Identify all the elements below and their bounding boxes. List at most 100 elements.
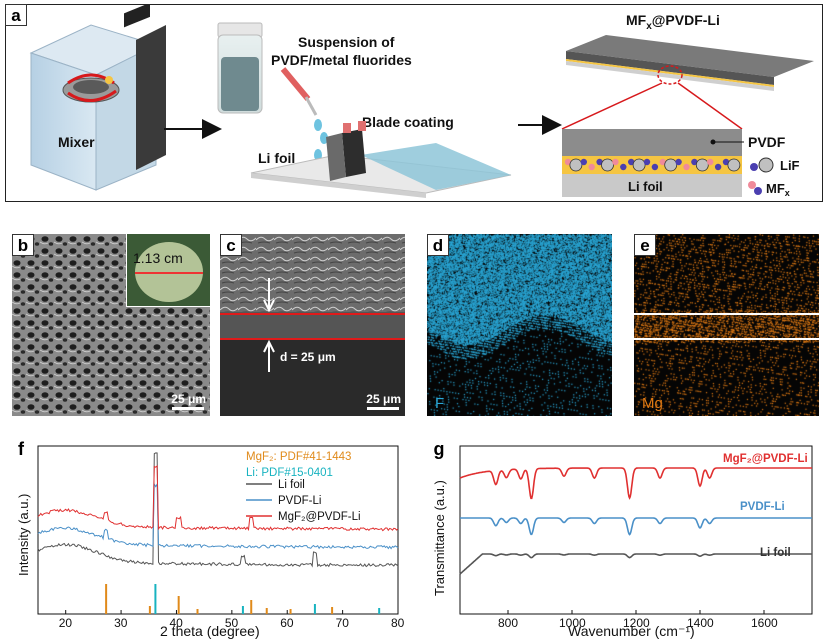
xrd-legend-label: Li foil (278, 479, 305, 491)
lif-particle (695, 158, 709, 172)
xrd-ylabel: Intensity (a.u.) (16, 494, 31, 576)
xrd-tick-label: 40 (169, 616, 183, 630)
diameter-line (135, 272, 203, 274)
ftir-series-line (459, 553, 812, 575)
panel-f: f 20 30 40 50 60 70 80 Intensity (a.u.) 2 thet… (0, 436, 410, 639)
ftir-tick-label: 1200 (623, 616, 650, 630)
mfx-particle (643, 158, 651, 166)
suspension-label-2: PVDF/metal fluorides (271, 52, 412, 68)
ftir-xlabel: Wavenumber (cm⁻¹) (568, 623, 695, 639)
sem-cross-section-image (220, 234, 405, 416)
panel-a: a Mixer (5, 4, 823, 202)
xrd-plot-frame (37, 445, 399, 615)
mfx-particle (612, 158, 619, 166)
inset-photo: 1.13 cm (126, 234, 210, 307)
panel-c-scalebar-line (367, 407, 399, 410)
panel-c: d = 25 μm c 25 μm (220, 234, 405, 416)
legend-lif-small (750, 163, 758, 171)
legend-lif: LiF (780, 158, 800, 173)
mfx-particle (628, 158, 635, 166)
xrd-tick-label: 50 (225, 616, 239, 630)
legend-mfx-b (754, 187, 762, 195)
f-element-map (427, 234, 612, 416)
ftir-series-line (459, 467, 812, 500)
mfx-particle (714, 163, 722, 171)
xrd-chart: 20 30 40 50 60 70 80 Intensity (a.u.) 2 theta … (16, 445, 405, 639)
ftir-series-line (460, 517, 812, 536)
element-label-f: F (435, 395, 445, 412)
mfx-particle (675, 158, 682, 166)
ftir-tick-label: 1400 (687, 616, 714, 630)
ftir-tick-label: 1000 (559, 616, 586, 630)
mfx-particle (683, 163, 690, 171)
xrd-tick-label: 30 (114, 616, 128, 630)
dropper-illustration (280, 67, 328, 161)
ftir-plot-frame (459, 445, 813, 615)
xrd-tick-label: 60 (280, 616, 294, 630)
mfx-particle (707, 158, 714, 166)
panel-g-label: g (428, 438, 450, 460)
mg-element-map (634, 234, 819, 416)
mfx-particle (564, 158, 572, 166)
ftir-series-label: PVDF-Li (740, 501, 785, 513)
panel-a-label: a (5, 4, 27, 26)
blade-coating-illustration (250, 121, 512, 198)
lif-particle (632, 158, 646, 172)
panel-d: d F (427, 234, 612, 416)
ftir-tick-label: 800 (498, 616, 518, 630)
product-sheet (561, 35, 814, 130)
legend-pvdf: PVDF (748, 134, 786, 150)
lif-particle (569, 158, 583, 172)
product-label: MFx@PVDF-Li (626, 12, 720, 32)
panel-g: g 800 1000 1200 1400 1600 MgF₂@PVDF-Li PVDF-L… (418, 436, 828, 639)
xrd-tick-label: 80 (391, 616, 405, 630)
mfx-particle (596, 158, 603, 166)
mfx-particle (620, 163, 627, 171)
panel-e: e Mg (634, 234, 819, 416)
xrd-series-line (37, 452, 399, 568)
vial-illustration (217, 22, 263, 114)
li-foil-label: Li foil (258, 150, 295, 166)
mfx-particle (691, 158, 698, 166)
panel-c-scalebar-text: 25 μm (366, 392, 401, 406)
upper-boundary-line (634, 313, 819, 315)
xrd-legend-label: PVDF-Li (278, 495, 321, 507)
lif-particle (664, 158, 678, 172)
panel-b: 1.13 cm b 25 μm (12, 234, 210, 416)
xrd-xlabel: 2 theta (degree) (160, 623, 260, 639)
mfx-particle (722, 158, 730, 166)
xrd-tick-label: 70 (336, 616, 350, 630)
legend-lif-large (758, 157, 774, 173)
ftir-series-label: Li foil (760, 547, 791, 559)
mfx-particle (651, 163, 659, 171)
xrd-ref-mgf2: MgF₂: PDF#41-1443 (246, 451, 351, 463)
mfx-particle (588, 163, 595, 171)
panel-e-label: e (634, 234, 656, 256)
xrd-ref-li: Li: PDF#15-0401 (246, 467, 333, 479)
xrd-series-line (37, 464, 399, 532)
mixer-illustration: Mixer (29, 5, 166, 191)
mixer-label: Mixer (58, 134, 95, 150)
legend-mfx: MFx (766, 181, 790, 198)
panel-b-scalebar-line (172, 407, 204, 410)
thickness-text: d = 25 μm (280, 350, 336, 364)
xrd-legend-label: MgF₂@PVDF-Li (278, 511, 361, 523)
lif-particle (601, 158, 614, 172)
panel-d-label: d (427, 234, 449, 256)
panel-b-label: b (12, 234, 34, 256)
panel-b-scalebar-text: 25 μm (171, 392, 206, 406)
panel-f-label: f (10, 438, 32, 460)
ftir-ylabel: Transmittance (a.u.) (432, 480, 447, 596)
panel-a-drawing: Mixer Suspension of PVDF/metal fluorides… (29, 5, 814, 198)
element-label-mg: Mg (642, 395, 663, 412)
ftir-series-label: MgF₂@PVDF-Li (723, 453, 808, 465)
lif-particle (727, 158, 741, 172)
panel-c-label: c (220, 234, 242, 256)
xrd-tick-label: 20 (59, 616, 73, 630)
ftir-chart: 800 1000 1200 1400 1600 MgF₂@PVDF-Li PVDF-Li L… (432, 445, 813, 639)
lower-boundary-line (634, 338, 819, 340)
legend-mfx-a (748, 181, 756, 189)
blade-coating-label: Blade coating (362, 114, 454, 130)
suspension-label-1: Suspension of (298, 34, 395, 50)
cross-section: Li foil (562, 129, 744, 197)
